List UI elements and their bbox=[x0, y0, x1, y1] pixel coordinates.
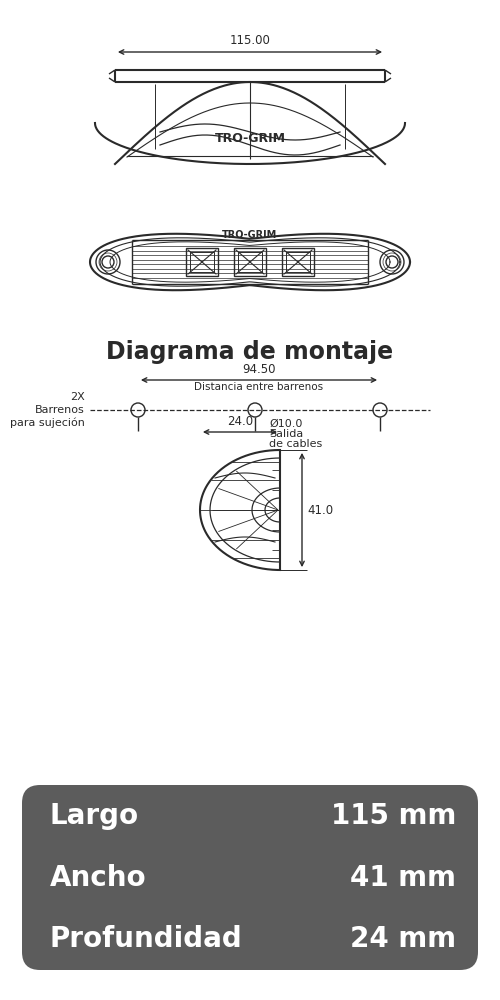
Bar bbox=[190, 252, 214, 272]
Text: TRO-GRIM: TRO-GRIM bbox=[222, 230, 278, 240]
Text: para sujeción: para sujeción bbox=[10, 418, 85, 428]
Text: TRO-GRIM: TRO-GRIM bbox=[214, 131, 286, 144]
Text: 24.0: 24.0 bbox=[227, 415, 253, 428]
Text: Ø10.0: Ø10.0 bbox=[269, 419, 302, 429]
Bar bbox=[286, 252, 310, 272]
Text: Barrenos: Barrenos bbox=[35, 405, 85, 415]
Text: Distancia entre barrenos: Distancia entre barrenos bbox=[194, 382, 324, 392]
Text: de cables: de cables bbox=[269, 439, 322, 449]
Text: 24 mm: 24 mm bbox=[350, 925, 456, 953]
Bar bbox=[234, 248, 266, 276]
Bar bbox=[238, 252, 262, 272]
FancyBboxPatch shape bbox=[22, 785, 478, 970]
Text: Profundidad: Profundidad bbox=[50, 925, 243, 953]
Text: 115.00: 115.00 bbox=[230, 34, 270, 47]
Text: 41 mm: 41 mm bbox=[350, 863, 456, 892]
Text: 94.50: 94.50 bbox=[242, 363, 276, 376]
Text: 115 mm: 115 mm bbox=[330, 802, 456, 830]
Bar bbox=[282, 248, 314, 276]
Bar bbox=[186, 248, 218, 276]
Text: 41.0: 41.0 bbox=[307, 504, 333, 516]
Text: Salida: Salida bbox=[269, 429, 303, 439]
Text: Ancho: Ancho bbox=[50, 863, 146, 892]
Text: Diagrama de montaje: Diagrama de montaje bbox=[106, 340, 394, 364]
Text: 2X: 2X bbox=[70, 392, 85, 402]
Text: Largo: Largo bbox=[50, 802, 139, 830]
